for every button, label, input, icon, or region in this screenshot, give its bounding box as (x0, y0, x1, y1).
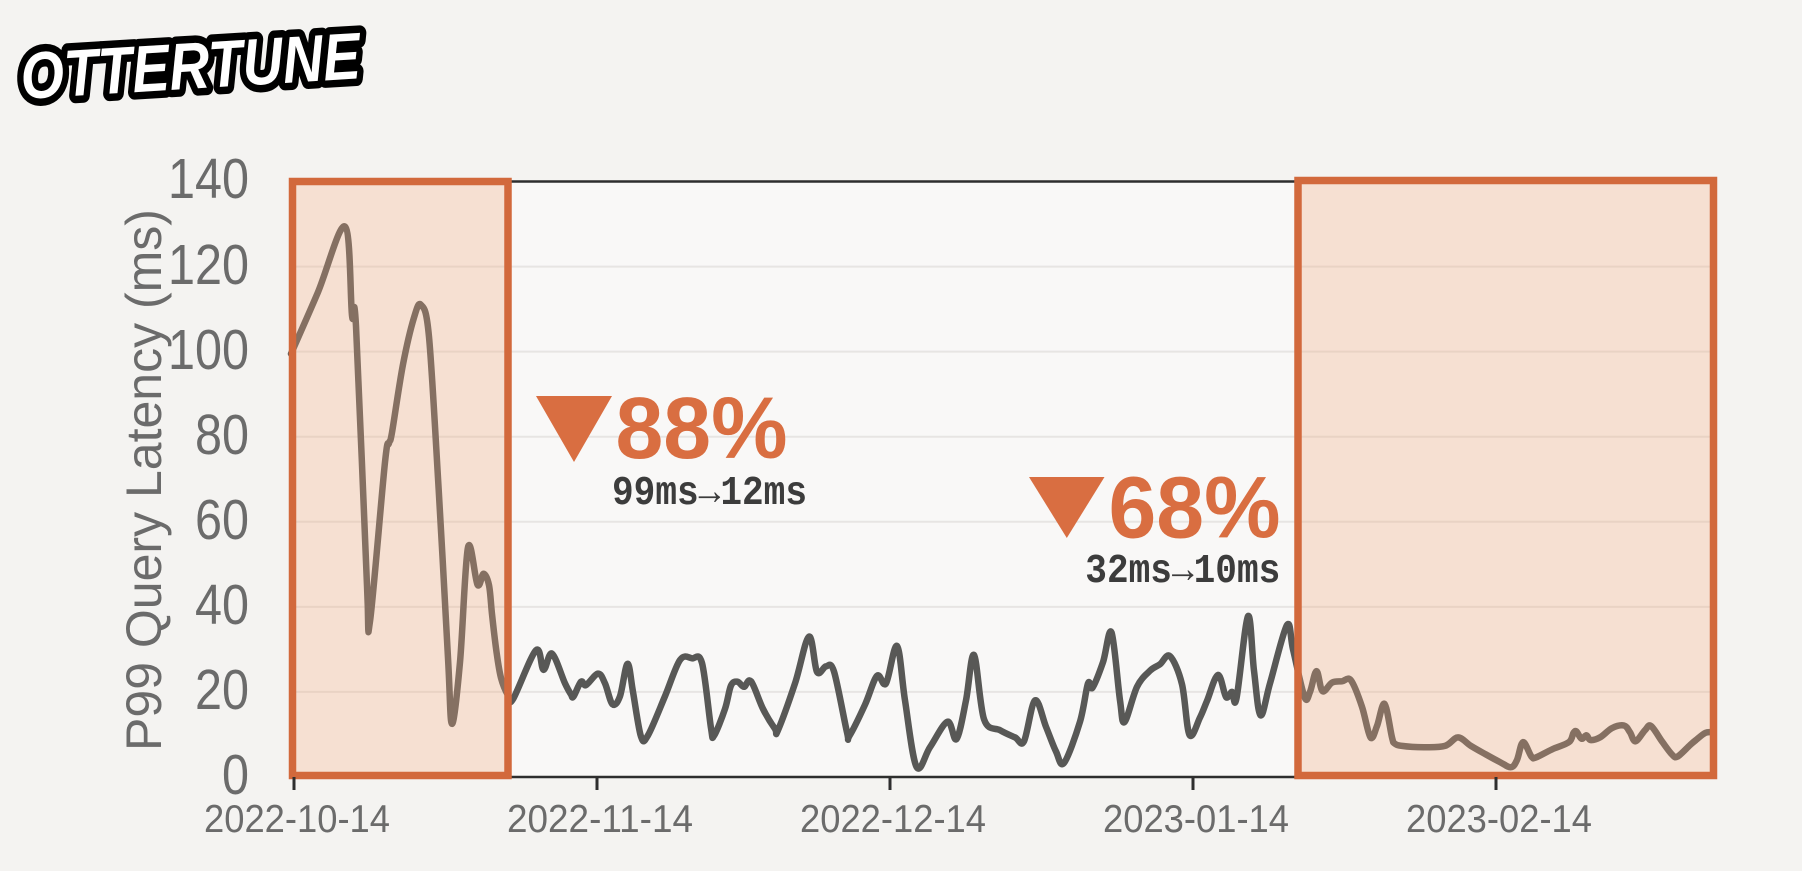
svg-text:88%: 88% (616, 380, 788, 477)
svg-text:20: 20 (195, 658, 249, 722)
svg-text:140: 140 (168, 147, 249, 211)
svg-text:2023-02-14: 2023-02-14 (1406, 798, 1592, 841)
svg-text:100: 100 (168, 318, 249, 382)
svg-text:32ms→10ms: 32ms→10ms (1085, 549, 1280, 595)
svg-text:120: 120 (168, 233, 249, 297)
svg-text:99ms→12ms: 99ms→12ms (612, 471, 807, 517)
svg-text:60: 60 (195, 488, 249, 552)
svg-text:2022-10-14: 2022-10-14 (204, 798, 390, 841)
svg-text:68%: 68% (1109, 460, 1281, 557)
svg-text:0: 0 (222, 743, 249, 807)
svg-text:2022-11-14: 2022-11-14 (507, 798, 693, 841)
svg-text:P99 Query Latency (ms): P99 Query Latency (ms) (116, 209, 172, 751)
svg-text:2023-01-14: 2023-01-14 (1103, 798, 1289, 841)
svg-text:2022-12-14: 2022-12-14 (800, 798, 986, 841)
svg-text:40: 40 (195, 573, 249, 637)
svg-text:80: 80 (195, 403, 249, 467)
